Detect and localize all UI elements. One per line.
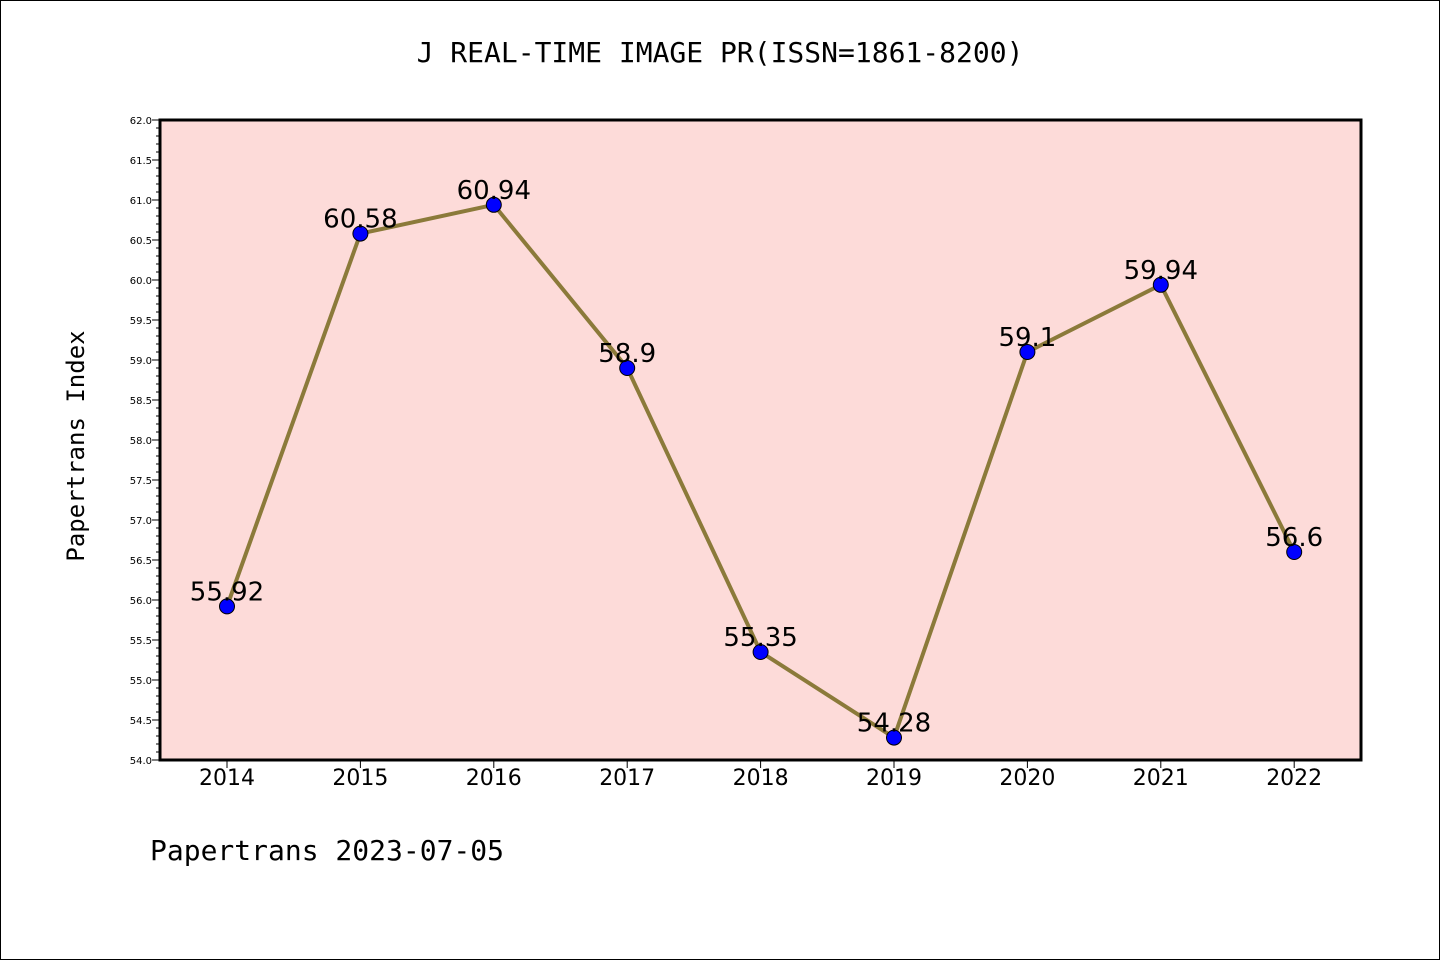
x-tick-label: 2014 [199,766,255,791]
y-tick-label: 57.0 [130,516,152,527]
y-tick-label: 56.5 [130,556,152,567]
x-tick-label: 2018 [733,766,789,791]
y-tick-label: 55.5 [130,636,152,647]
data-point [1152,276,1169,293]
data-label: 59.94 [1124,256,1198,286]
x-axis: 2014 2015 2016 2017 2018 2019 2020 2021 2022 [199,760,1322,791]
data-label: 55.35 [723,623,797,653]
data-label: 56.6 [1265,523,1323,553]
y-tick-label: 61.0 [130,196,152,207]
y-tick-label: 55.0 [130,676,152,687]
y-tick-label: 56.0 [130,596,152,607]
y-tick-label: 59.5 [130,316,152,327]
y-tick-label: 57.5 [130,476,152,487]
x-tick-label: 2022 [1266,766,1322,791]
y-tick-label: 60.0 [130,276,152,287]
data-label: 59.1 [998,323,1056,353]
data-point [619,360,636,376]
y-axis: 54.0 54.5 55.0 55.5 56.0 56.5 57.0 57.5 58.0 58.5… [130,116,160,767]
y-axis-label: Papertrans Index [62,330,90,561]
data-label: 55.92 [190,577,264,607]
footer-text: Papertrans 2023-07-05 [150,834,505,867]
y-tick-label: 58.5 [130,396,152,407]
plot-border [158,118,1363,762]
data-point [752,644,769,660]
data-label: 58.9 [598,339,656,369]
x-tick-label: 2021 [1133,766,1189,791]
x-tick-label: 2015 [332,766,388,791]
series-line-group: 55.92 60.58 60.94 58.9 55.35 54.28 59.1 59.94 56… [190,176,1323,746]
x-tick-label: 2017 [599,766,655,791]
data-point [1286,544,1303,560]
data-label: 60.94 [457,176,531,206]
y-tick-label: 61.5 [130,156,152,167]
x-tick-label: 2020 [999,766,1055,791]
data-point [219,598,235,615]
data-point [352,225,369,242]
y-tick-label: 58.0 [130,436,152,447]
x-tick-label: 2019 [866,766,922,791]
y-tick-label: 59.0 [130,356,152,367]
data-point [1019,344,1036,360]
data-label: 60.58 [323,205,397,235]
chart-title: J REAL-TIME IMAGE PR(ISSN=1861-8200) [416,36,1024,69]
data-point [886,729,902,746]
x-tick-label: 2016 [466,766,522,791]
y-tick-label: 54.5 [130,716,152,727]
y-tick-label: 62.0 [130,116,152,127]
y-tick-label: 60.5 [130,236,152,247]
y-tick-label: 54.0 [130,756,152,767]
data-label: 54.28 [857,709,931,739]
data-point [485,196,502,213]
